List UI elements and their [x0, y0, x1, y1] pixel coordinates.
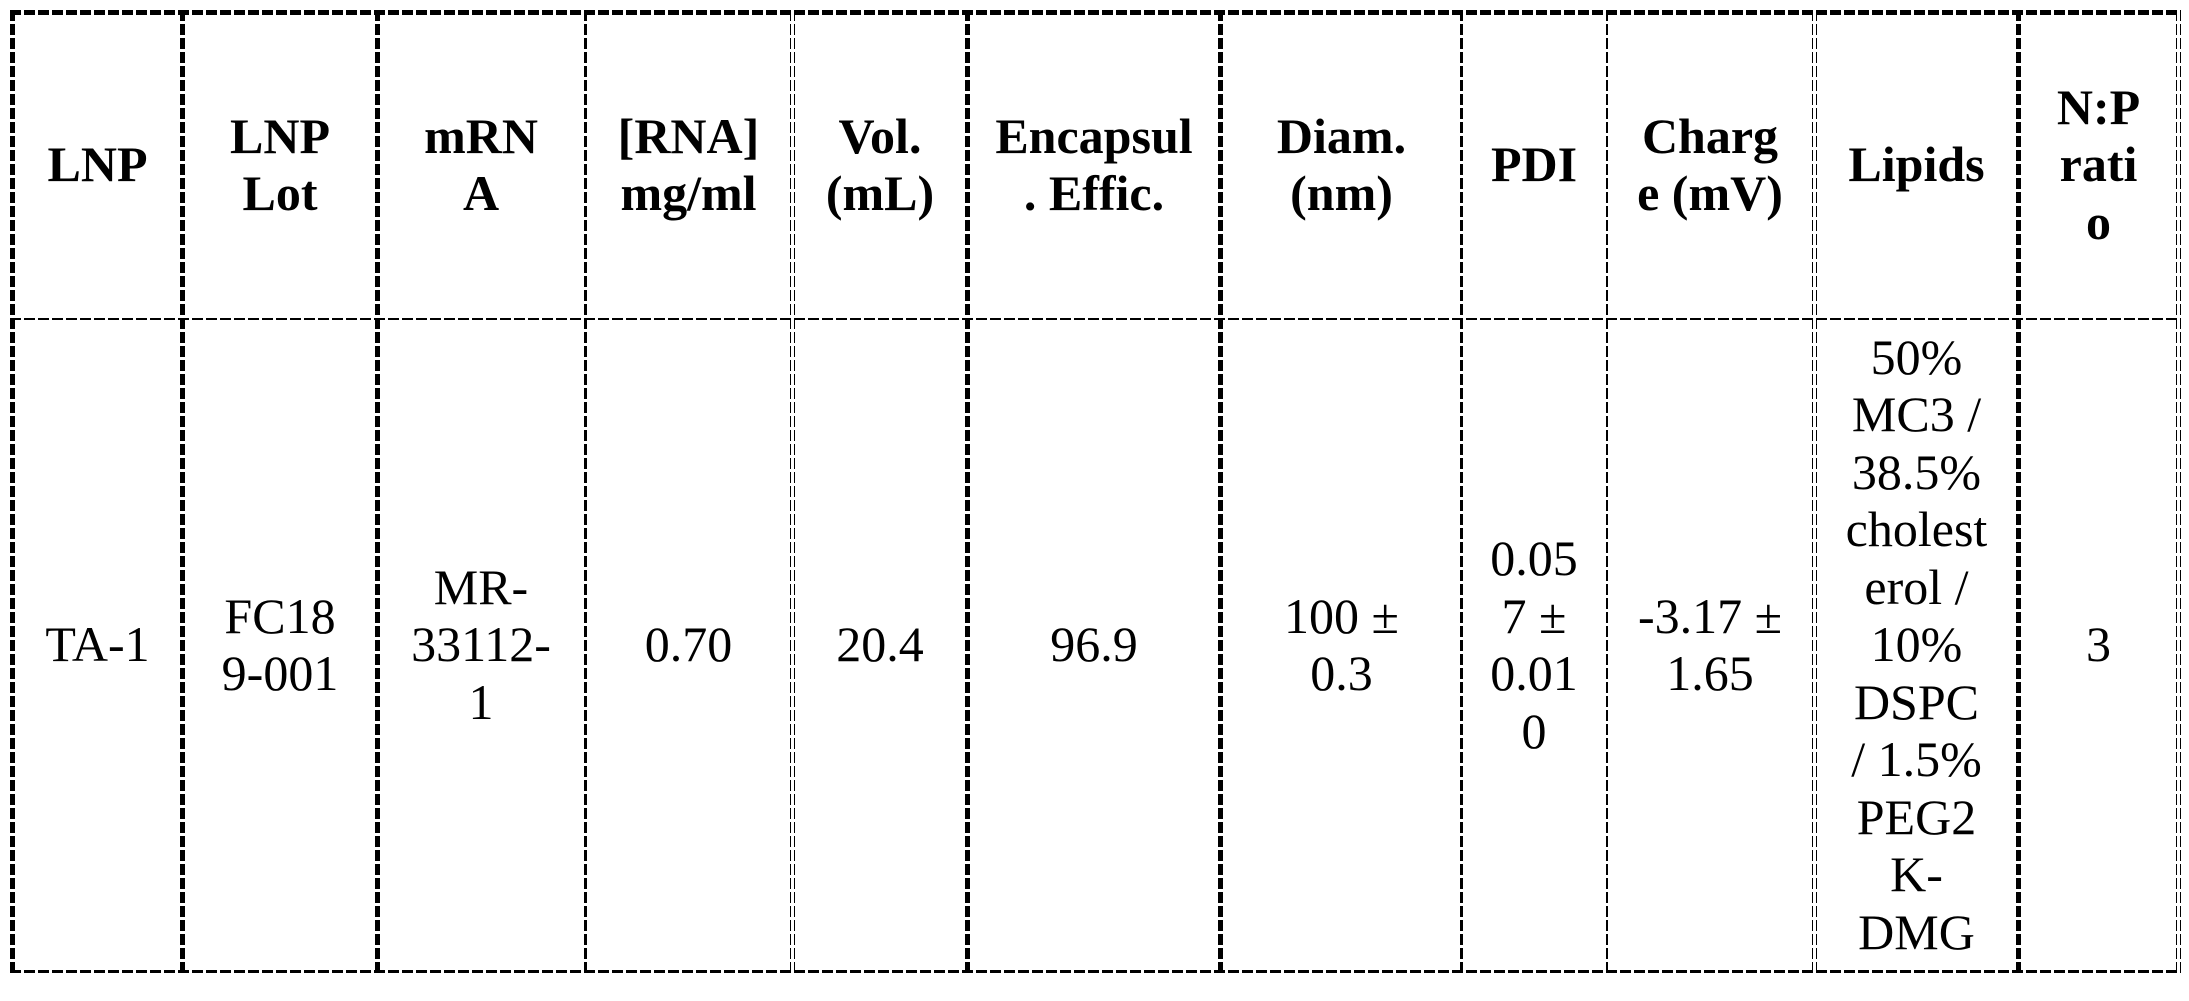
- cell-lnp-lot: FC18 9-001: [185, 320, 375, 970]
- cell-diameter: 100 ± 0.3: [1223, 320, 1460, 970]
- col-header-pdi: PDI: [1465, 15, 1603, 315]
- cell-lnp: TA-1: [15, 320, 180, 970]
- cell-pdi: 0.05 7 ± 0.01 0: [1465, 320, 1603, 970]
- col-header-mrna: mRN A: [380, 15, 582, 315]
- col-header-encapsulation-efficiency: Encapsul . Effic.: [970, 15, 1218, 315]
- col-header-charge: Charg e (mV): [1608, 15, 1812, 315]
- cell-encapsulation-efficiency: 96.9: [970, 320, 1218, 970]
- col-header-np-ratio: N:P rati o: [2021, 15, 2176, 315]
- lnp-formulation-table: LNP LNP Lot mRN A [RNA] mg/ml Vol. (mL) …: [10, 10, 2181, 975]
- cell-rna-concentration: 0.70: [587, 320, 790, 970]
- cell-lipids: 50% MC3 / 38.5% cholest erol / 10% DSPC …: [1817, 320, 2016, 970]
- col-header-lnp: LNP: [15, 15, 180, 315]
- cell-volume: 20.4: [795, 320, 965, 970]
- col-header-rna-concentration: [RNA] mg/ml: [587, 15, 790, 315]
- cell-np-ratio: 3: [2021, 320, 2176, 970]
- col-header-lipids: Lipids: [1817, 15, 2016, 315]
- cell-mrna: MR- 33112- 1: [380, 320, 582, 970]
- col-header-volume: Vol. (mL): [795, 15, 965, 315]
- cell-charge: -3.17 ± 1.65: [1608, 320, 1812, 970]
- col-header-diameter: Diam. (nm): [1223, 15, 1460, 315]
- col-header-lnp-lot: LNP Lot: [185, 15, 375, 315]
